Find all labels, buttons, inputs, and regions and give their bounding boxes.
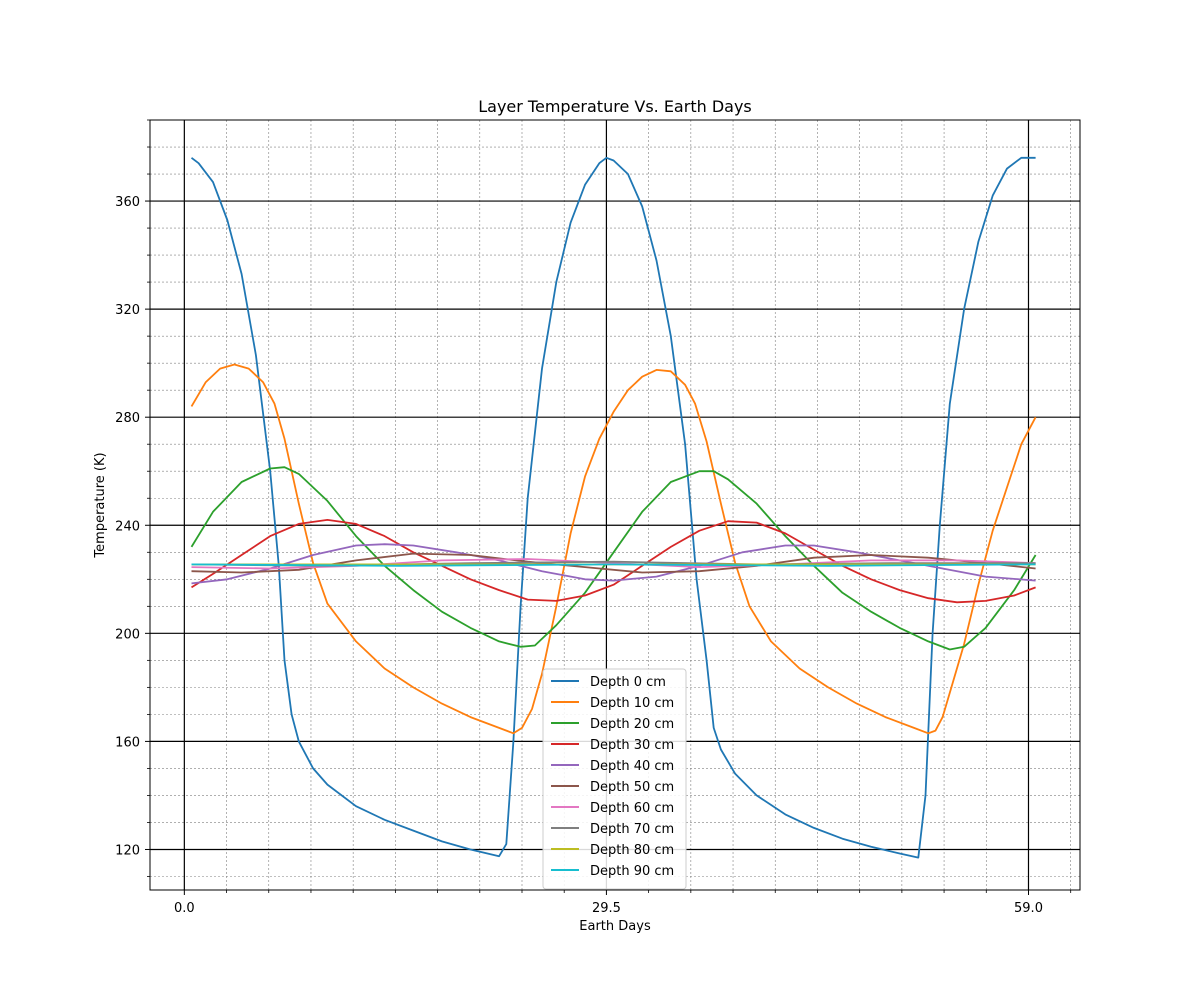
legend-label-4: Depth 40 cm [590,759,674,774]
series-line-0 [190,156,1036,859]
x-tick-label: 0.0 [174,901,195,916]
series-layer [190,156,1037,859]
series-line-1 [190,363,1037,735]
legend: Depth 0 cm Depth 10 cm Depth 20 cm Depth 30… [542,668,687,890]
legend-label-7: Depth 70 cm [590,822,674,837]
y-axis-label: Temperature (K) [93,452,108,558]
x-axis-label: Earth Days [579,919,651,934]
x-tick-label: 29.5 [592,901,621,916]
legend-label-2: Depth 20 cm [590,717,674,732]
series-line-2 [190,466,1037,651]
legend-label-0: Depth 0 cm [590,675,666,690]
y-tick-label: 160 [115,735,140,750]
y-tick-label: 200 [115,627,140,642]
x-tick-label: 59.0 [1014,901,1043,916]
major-grid [150,120,1080,890]
y-tick-label: 280 [115,411,140,426]
y-tick-label: 320 [115,303,140,318]
series-line-6 [191,558,1036,570]
y-tick-label: 360 [115,195,140,210]
series-line-4 [191,543,1036,585]
legend-label-5: Depth 50 cm [590,780,674,795]
legend-label-9: Depth 90 cm [590,864,674,879]
plot-frame [149,119,1081,891]
chart-title: Layer Temperature Vs. Earth Days [478,97,752,116]
legend-label-8: Depth 80 cm [590,843,674,858]
axis-ticks: 0.0 29.5 59.0 120 160 200 240 280 320 360 [115,119,1072,916]
legend-label-3: Depth 30 cm [590,738,674,753]
legend-label-1: Depth 10 cm [590,696,674,711]
legend-label-6: Depth 60 cm [590,801,674,816]
y-tick-label: 240 [115,519,140,534]
series-line-9 [191,563,1036,567]
series-line-3 [191,519,1036,604]
y-tick-label: 120 [115,843,140,858]
